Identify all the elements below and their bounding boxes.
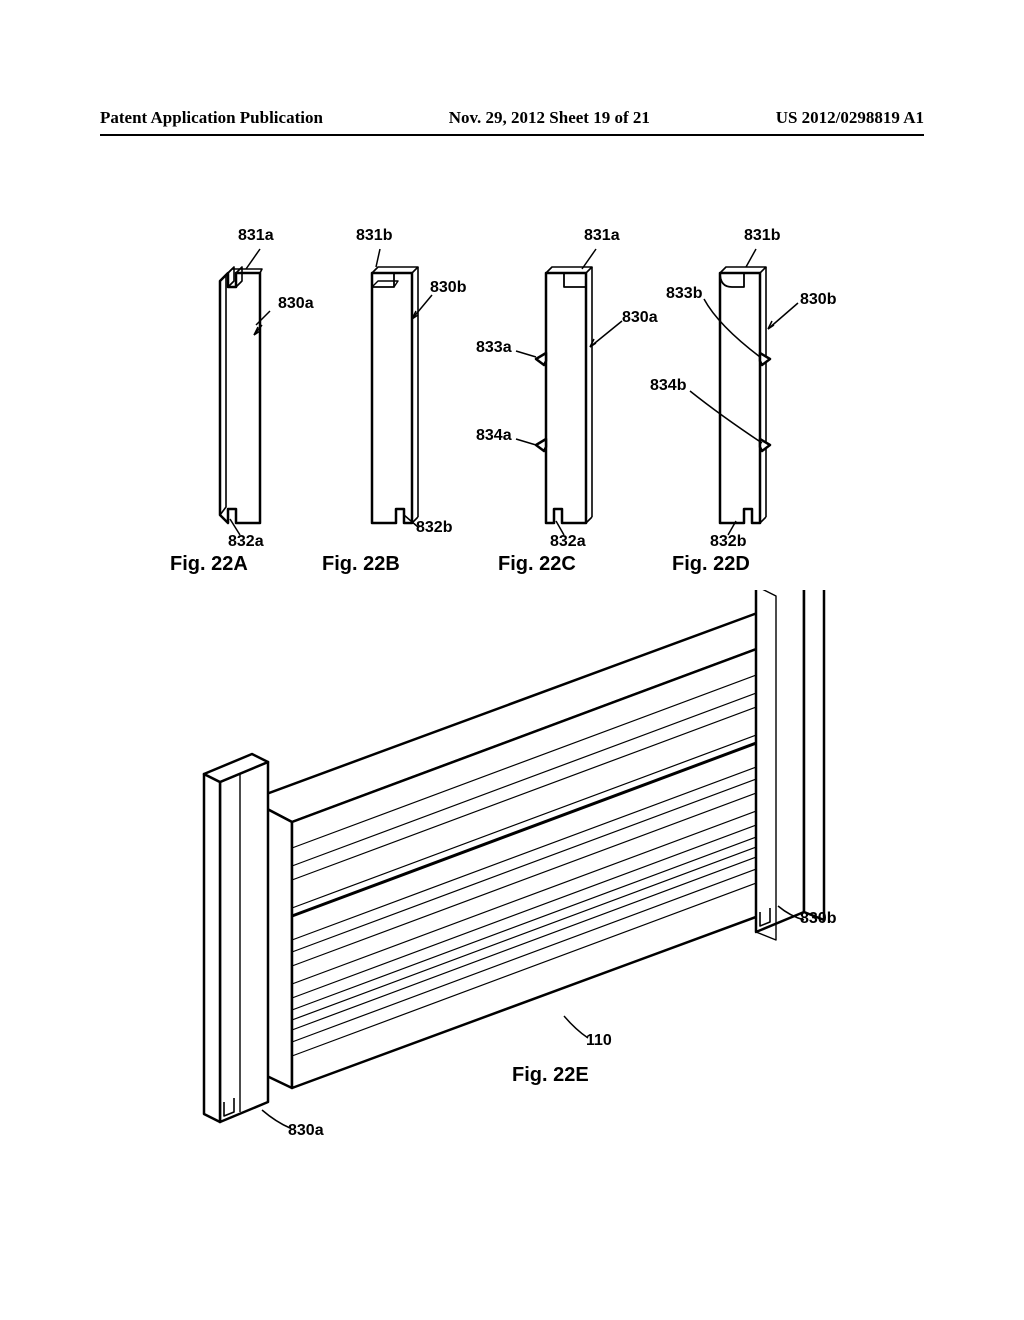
fig-22e-assembly: 830b 110 830a Fig. 22E [160,590,880,1150]
fig-22a-bracket [190,263,290,533]
callout-833b: 833b [666,285,702,303]
fig-22c-label: Fig. 22C [498,553,576,576]
fig-22e-label: Fig. 22E [512,1064,589,1087]
page-header: Patent Application Publication Nov. 29, … [100,108,924,136]
header-right: US 2012/0298819 A1 [776,108,924,128]
callout-831a: 831a [238,227,274,245]
callout-831b: 831b [356,227,392,245]
fig-22b-label: Fig. 22B [322,553,400,576]
callout-834b: 834b [650,377,686,395]
figure-row-22a-22d: 831a 830a 832a Fig. 22A 831b 830b 832b F… [170,235,870,575]
callout-834a: 834a [476,427,512,445]
fig-22d-label: Fig. 22D [672,553,750,576]
fig-22c-bracket [516,263,616,533]
header-center: Nov. 29, 2012 Sheet 19 of 21 [449,108,650,128]
header-left: Patent Application Publication [100,108,323,128]
callout-833a: 833a [476,339,512,357]
callout-831b-d: 831b [744,227,780,245]
fig-22a-label: Fig. 22A [170,553,248,576]
callout-831a-c: 831a [584,227,620,245]
